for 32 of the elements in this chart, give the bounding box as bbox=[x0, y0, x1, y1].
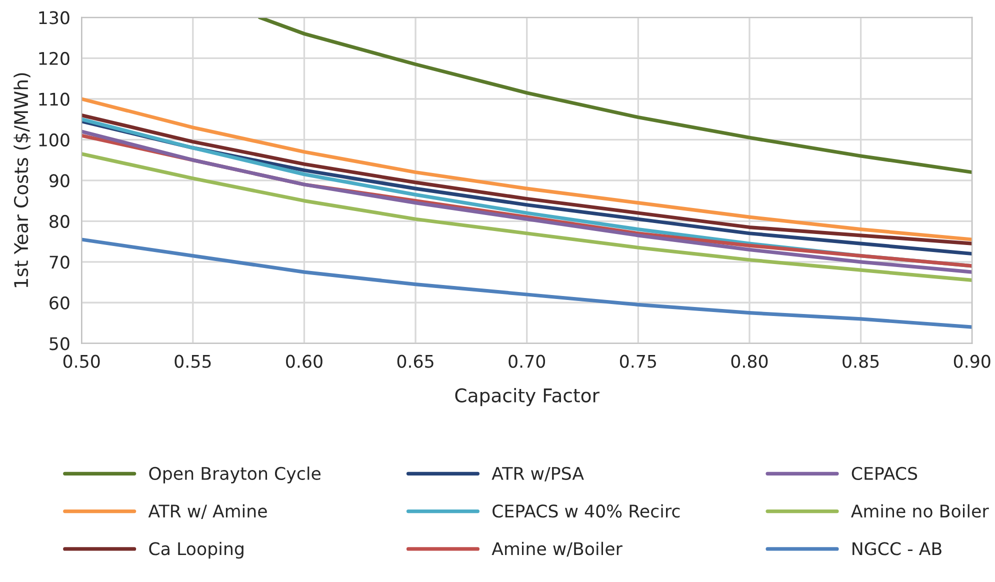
legend-label: Amine no Boiler bbox=[851, 504, 989, 518]
legend-label: NGCC - AB bbox=[852, 542, 942, 556]
x-tick-label: 0.85 bbox=[842, 354, 879, 368]
x-tick-label: 0.90 bbox=[954, 354, 990, 368]
line-series bbox=[258, 17, 972, 174]
legend-label: CEPACS w 40% Recirc bbox=[492, 504, 680, 518]
legend-label: CEPACS bbox=[852, 466, 918, 480]
legend-label: Ca Looping bbox=[149, 542, 244, 559]
y-axis-title: 1st Year Costs ($/MWh) bbox=[14, 73, 31, 288]
x-axis-title: Capacity Factor bbox=[455, 388, 600, 406]
x-tick-label: 0.60 bbox=[286, 354, 322, 368]
x-tick-label: 0.80 bbox=[731, 354, 768, 368]
x-tick-label: 0.50 bbox=[63, 354, 100, 368]
y-tick-label: 120 bbox=[39, 52, 70, 66]
y-tick-label: 100 bbox=[39, 133, 70, 147]
y-tick-label: 50 bbox=[50, 337, 70, 350]
y-tick-label: 130 bbox=[39, 11, 70, 24]
legend-label: ATR w/PSA bbox=[492, 466, 584, 482]
x-tick-label: 0.70 bbox=[508, 354, 546, 368]
legend-label: Amine w/Boiler bbox=[492, 542, 622, 557]
line-series bbox=[82, 238, 972, 329]
x-tick-label: 0.65 bbox=[397, 354, 434, 368]
y-tick-label: 60 bbox=[50, 296, 70, 310]
y-tick-label: 80 bbox=[50, 214, 70, 228]
legend-label: Open Brayton Cycle bbox=[149, 466, 321, 484]
y-tick-label: 110 bbox=[39, 92, 70, 106]
y-tick-label: 70 bbox=[50, 256, 70, 269]
line-series bbox=[82, 152, 972, 282]
legend-label: ATR w/ Amine bbox=[148, 504, 267, 519]
y-tick-label: 90 bbox=[49, 174, 70, 188]
x-tick-label: 0.55 bbox=[174, 354, 211, 368]
x-tick-label: 0.75 bbox=[620, 354, 656, 368]
